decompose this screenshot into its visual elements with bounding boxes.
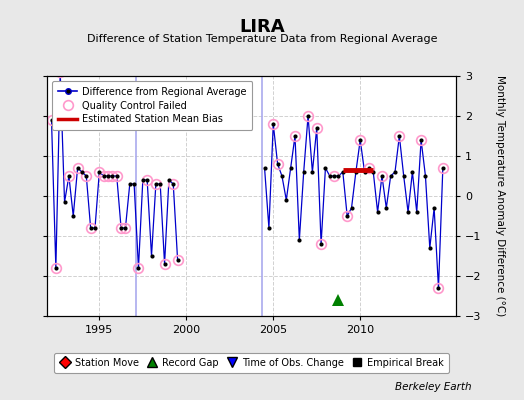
Text: Difference of Station Temperature Data from Regional Average: Difference of Station Temperature Data f… (87, 34, 437, 44)
Legend: Difference from Regional Average, Quality Control Failed, Estimated Station Mean: Difference from Regional Average, Qualit… (52, 81, 253, 130)
Text: Berkeley Earth: Berkeley Earth (395, 382, 472, 392)
Legend: Station Move, Record Gap, Time of Obs. Change, Empirical Break: Station Move, Record Gap, Time of Obs. C… (54, 353, 449, 372)
Y-axis label: Monthly Temperature Anomaly Difference (°C): Monthly Temperature Anomaly Difference (… (495, 75, 505, 317)
Text: LIRA: LIRA (239, 18, 285, 36)
